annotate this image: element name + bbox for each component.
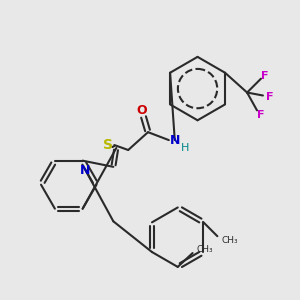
Text: H: H <box>181 143 189 153</box>
Text: F: F <box>257 110 265 120</box>
Text: N: N <box>169 134 180 147</box>
Text: F: F <box>261 71 269 81</box>
Text: CH₃: CH₃ <box>221 236 238 245</box>
Text: N: N <box>80 164 90 177</box>
Text: F: F <box>266 92 274 101</box>
Text: S: S <box>103 138 113 152</box>
Text: CH₃: CH₃ <box>196 244 213 253</box>
Text: O: O <box>137 104 147 117</box>
